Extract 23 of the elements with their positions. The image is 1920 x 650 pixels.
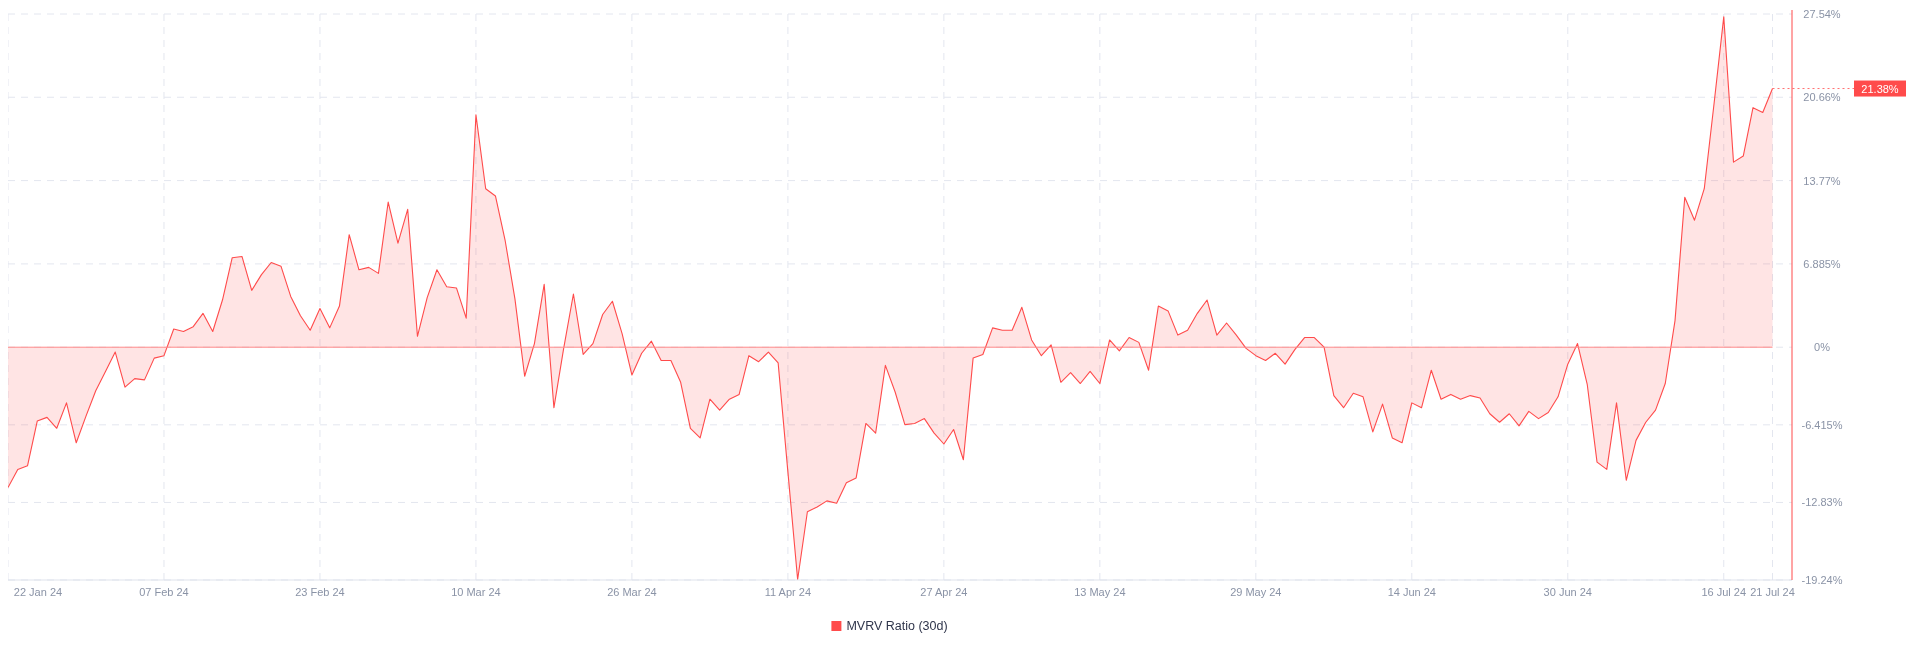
y-tick-label: -12.83% <box>1801 496 1843 509</box>
y-tick-label: 27.54% <box>1803 8 1841 20</box>
x-tick-label: 07 Feb 24 <box>139 586 189 598</box>
y-tick-label: 0% <box>1814 341 1831 354</box>
x-tick-label: 22 Jan 24 <box>13 586 63 598</box>
legend-label: MVRV Ratio (30d) <box>846 619 948 633</box>
x-tick-label: 21 Jul 24 <box>1750 586 1795 598</box>
x-tick-label: 23 Feb 24 <box>295 586 345 598</box>
y-tick-label: 20.66% <box>1803 91 1841 104</box>
x-tick-label: 29 May 24 <box>1230 586 1282 598</box>
y-tick-label: -6.415% <box>1801 418 1843 431</box>
x-tick-label: 11 Apr 24 <box>764 586 812 598</box>
x-tick-label: 13 May 24 <box>1074 586 1126 598</box>
x-tick-label: 27 Apr 24 <box>920 586 968 598</box>
annotation: 21.38% <box>1861 82 1899 95</box>
x-tick-label: 16 Jul 24 <box>1701 586 1747 598</box>
y-tick-label: 6.885% <box>1803 257 1841 270</box>
x-tick-label: 10 Mar 24 <box>451 586 501 598</box>
x-tick-label: 14 Jun 24 <box>1387 586 1436 598</box>
x-tick-label: 30 Jun 24 <box>1543 586 1592 598</box>
x-tick-label: 26 Mar 24 <box>607 586 657 598</box>
y-tick-label: -19.24% <box>1801 574 1843 586</box>
y-tick-label: 13.77% <box>1803 174 1841 187</box>
